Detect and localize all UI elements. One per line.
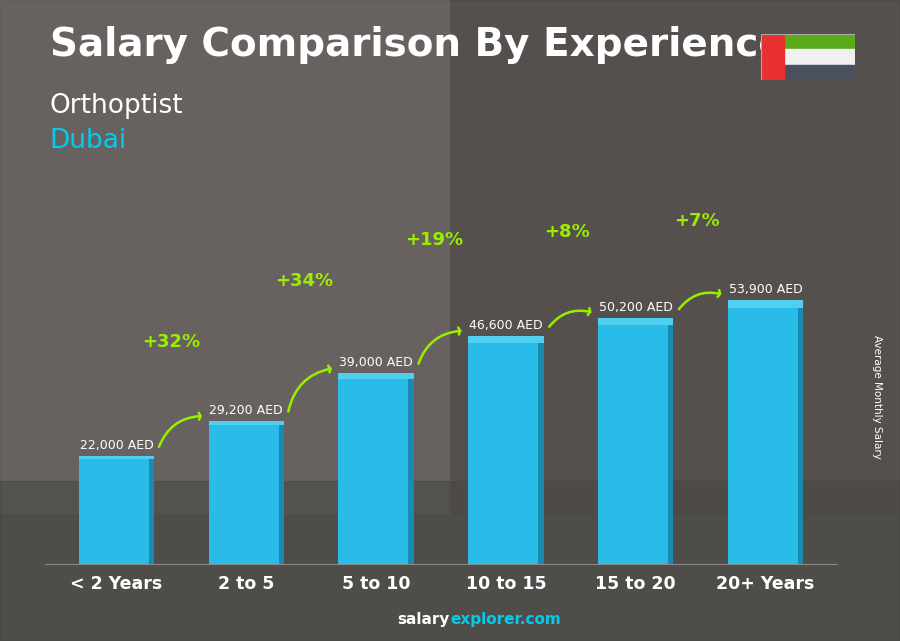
Bar — [450, 0, 900, 513]
Bar — [0, 481, 900, 641]
Bar — [538, 336, 544, 564]
Text: Orthoptist: Orthoptist — [50, 93, 183, 119]
Bar — [783, 49, 855, 65]
Bar — [728, 300, 803, 564]
Text: 53,900 AED: 53,900 AED — [729, 283, 803, 296]
Bar — [338, 373, 414, 379]
Bar — [798, 300, 803, 564]
Bar — [598, 318, 673, 564]
Bar — [468, 336, 544, 564]
Bar — [209, 421, 284, 425]
Text: 39,000 AED: 39,000 AED — [339, 356, 413, 369]
Bar — [209, 421, 284, 564]
Bar — [79, 456, 154, 564]
Text: Dubai: Dubai — [50, 128, 127, 154]
Bar — [0, 0, 450, 513]
Text: +34%: +34% — [275, 272, 334, 290]
Text: Salary Comparison By Experience: Salary Comparison By Experience — [50, 26, 784, 63]
Text: 46,600 AED: 46,600 AED — [469, 319, 543, 331]
Text: Average Monthly Salary: Average Monthly Salary — [872, 335, 883, 460]
Bar — [668, 318, 673, 564]
Text: explorer.com: explorer.com — [450, 612, 561, 627]
Text: +7%: +7% — [674, 212, 720, 230]
Text: 29,200 AED: 29,200 AED — [210, 404, 284, 417]
Text: salary: salary — [398, 612, 450, 627]
Bar — [79, 456, 154, 460]
Bar — [409, 373, 414, 564]
Text: +19%: +19% — [405, 231, 464, 249]
Bar — [148, 456, 154, 564]
Bar — [598, 318, 673, 326]
Bar — [279, 421, 284, 564]
Text: 22,000 AED: 22,000 AED — [79, 439, 153, 453]
Text: 50,200 AED: 50,200 AED — [598, 301, 672, 314]
Text: +32%: +32% — [142, 333, 200, 351]
Bar — [338, 373, 414, 564]
Bar — [728, 300, 803, 308]
Text: +8%: +8% — [544, 223, 590, 242]
Bar — [760, 34, 784, 80]
Bar — [783, 34, 855, 49]
Bar — [783, 65, 855, 80]
Bar — [468, 336, 544, 342]
